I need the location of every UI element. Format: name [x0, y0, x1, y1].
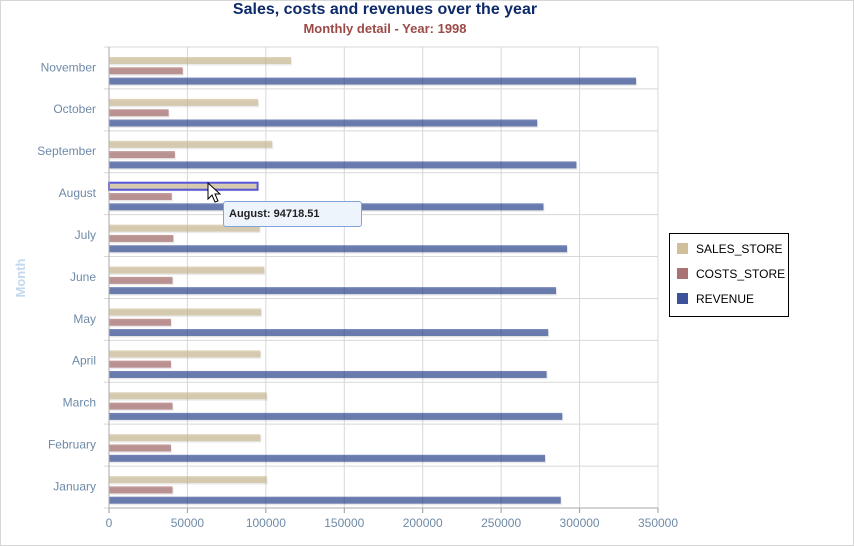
y-tick-label: October: [53, 102, 96, 116]
bar-revenue-february[interactable]: [109, 454, 546, 462]
y-tick-label: May: [73, 312, 96, 326]
y-tick-label: March: [63, 396, 96, 410]
y-tick-label: February: [48, 437, 96, 451]
bar-costs-store-august[interactable]: [109, 193, 172, 201]
y-axis-title: Month: [13, 258, 28, 297]
bar-costs-store-april[interactable]: [109, 360, 171, 368]
bar-costs-store-july[interactable]: [109, 234, 174, 242]
bar-sales-store-august[interactable]: [108, 181, 259, 191]
bar-sales-store-july[interactable]: [109, 224, 260, 232]
y-tick-label: January: [53, 479, 96, 493]
bar-costs-store-june[interactable]: [109, 276, 173, 284]
bar-sales-store-february[interactable]: [109, 434, 261, 442]
y-tick-label: September: [37, 144, 96, 158]
bar-revenue-march[interactable]: [109, 412, 563, 420]
bar-costs-store-september[interactable]: [109, 151, 175, 159]
mouse-cursor-icon: [207, 182, 221, 203]
bar-sales-store-march[interactable]: [109, 392, 267, 400]
y-tick-label: July: [75, 228, 96, 242]
chart-title: Sales, costs and revenues over the year: [232, 1, 538, 18]
bar-revenue-june[interactable]: [109, 287, 557, 295]
x-tick-label: 100000: [246, 516, 286, 530]
chart-subtitle: Monthly detail - Year: 1998: [303, 21, 467, 36]
x-tick-label: 50000: [171, 516, 205, 530]
bar-sales-store-january[interactable]: [109, 476, 267, 484]
bar-sales-store-april[interactable]: [109, 350, 261, 358]
legend-label: COSTS_STORE: [696, 267, 786, 281]
y-tick-label: April: [72, 354, 96, 368]
legend-label: SALES_STORE: [696, 242, 783, 256]
chart-legend: SALES_STORE COSTS_STORE REVENUE: [669, 233, 789, 317]
x-tick-label: 200000: [403, 516, 443, 530]
bar-sales-store-october[interactable]: [109, 98, 259, 106]
bar-sales-store-november[interactable]: [109, 57, 291, 64]
bar-costs-store-february[interactable]: [109, 444, 171, 452]
bar-costs-store-november[interactable]: [109, 67, 183, 75]
bar-costs-store-january[interactable]: [109, 486, 173, 494]
bar-tooltip: August: 94718.51: [223, 201, 362, 227]
bar-sales-store-september[interactable]: [109, 140, 273, 148]
x-tick-label: 0: [106, 516, 113, 530]
y-tick-label: August: [59, 186, 97, 200]
y-tick-label: November: [41, 60, 96, 74]
bar-revenue-may[interactable]: [109, 329, 549, 337]
bar-revenue-january[interactable]: [109, 496, 561, 504]
x-tick-label: 150000: [324, 516, 364, 530]
bar-revenue-july[interactable]: [109, 245, 568, 253]
bar-costs-store-march[interactable]: [109, 402, 173, 410]
bar-costs-store-may[interactable]: [109, 318, 171, 326]
bar-costs-store-october[interactable]: [109, 109, 169, 117]
bar-sales-store-june[interactable]: [109, 266, 265, 274]
legend-swatch: [677, 293, 688, 304]
x-tick-label: 250000: [481, 516, 521, 530]
bar-revenue-november[interactable]: [109, 77, 637, 85]
x-tick-label: 300000: [560, 516, 600, 530]
legend-swatch: [677, 243, 688, 254]
bar-revenue-april[interactable]: [109, 370, 547, 378]
legend-swatch: [677, 268, 688, 279]
bar-sales-store-may[interactable]: [109, 308, 262, 316]
bar-revenue-september[interactable]: [109, 161, 577, 169]
y-tick-label: June: [70, 270, 96, 284]
bar-revenue-october[interactable]: [109, 119, 538, 127]
legend-label: REVENUE: [696, 292, 755, 306]
x-tick-label: 350000: [638, 516, 678, 530]
